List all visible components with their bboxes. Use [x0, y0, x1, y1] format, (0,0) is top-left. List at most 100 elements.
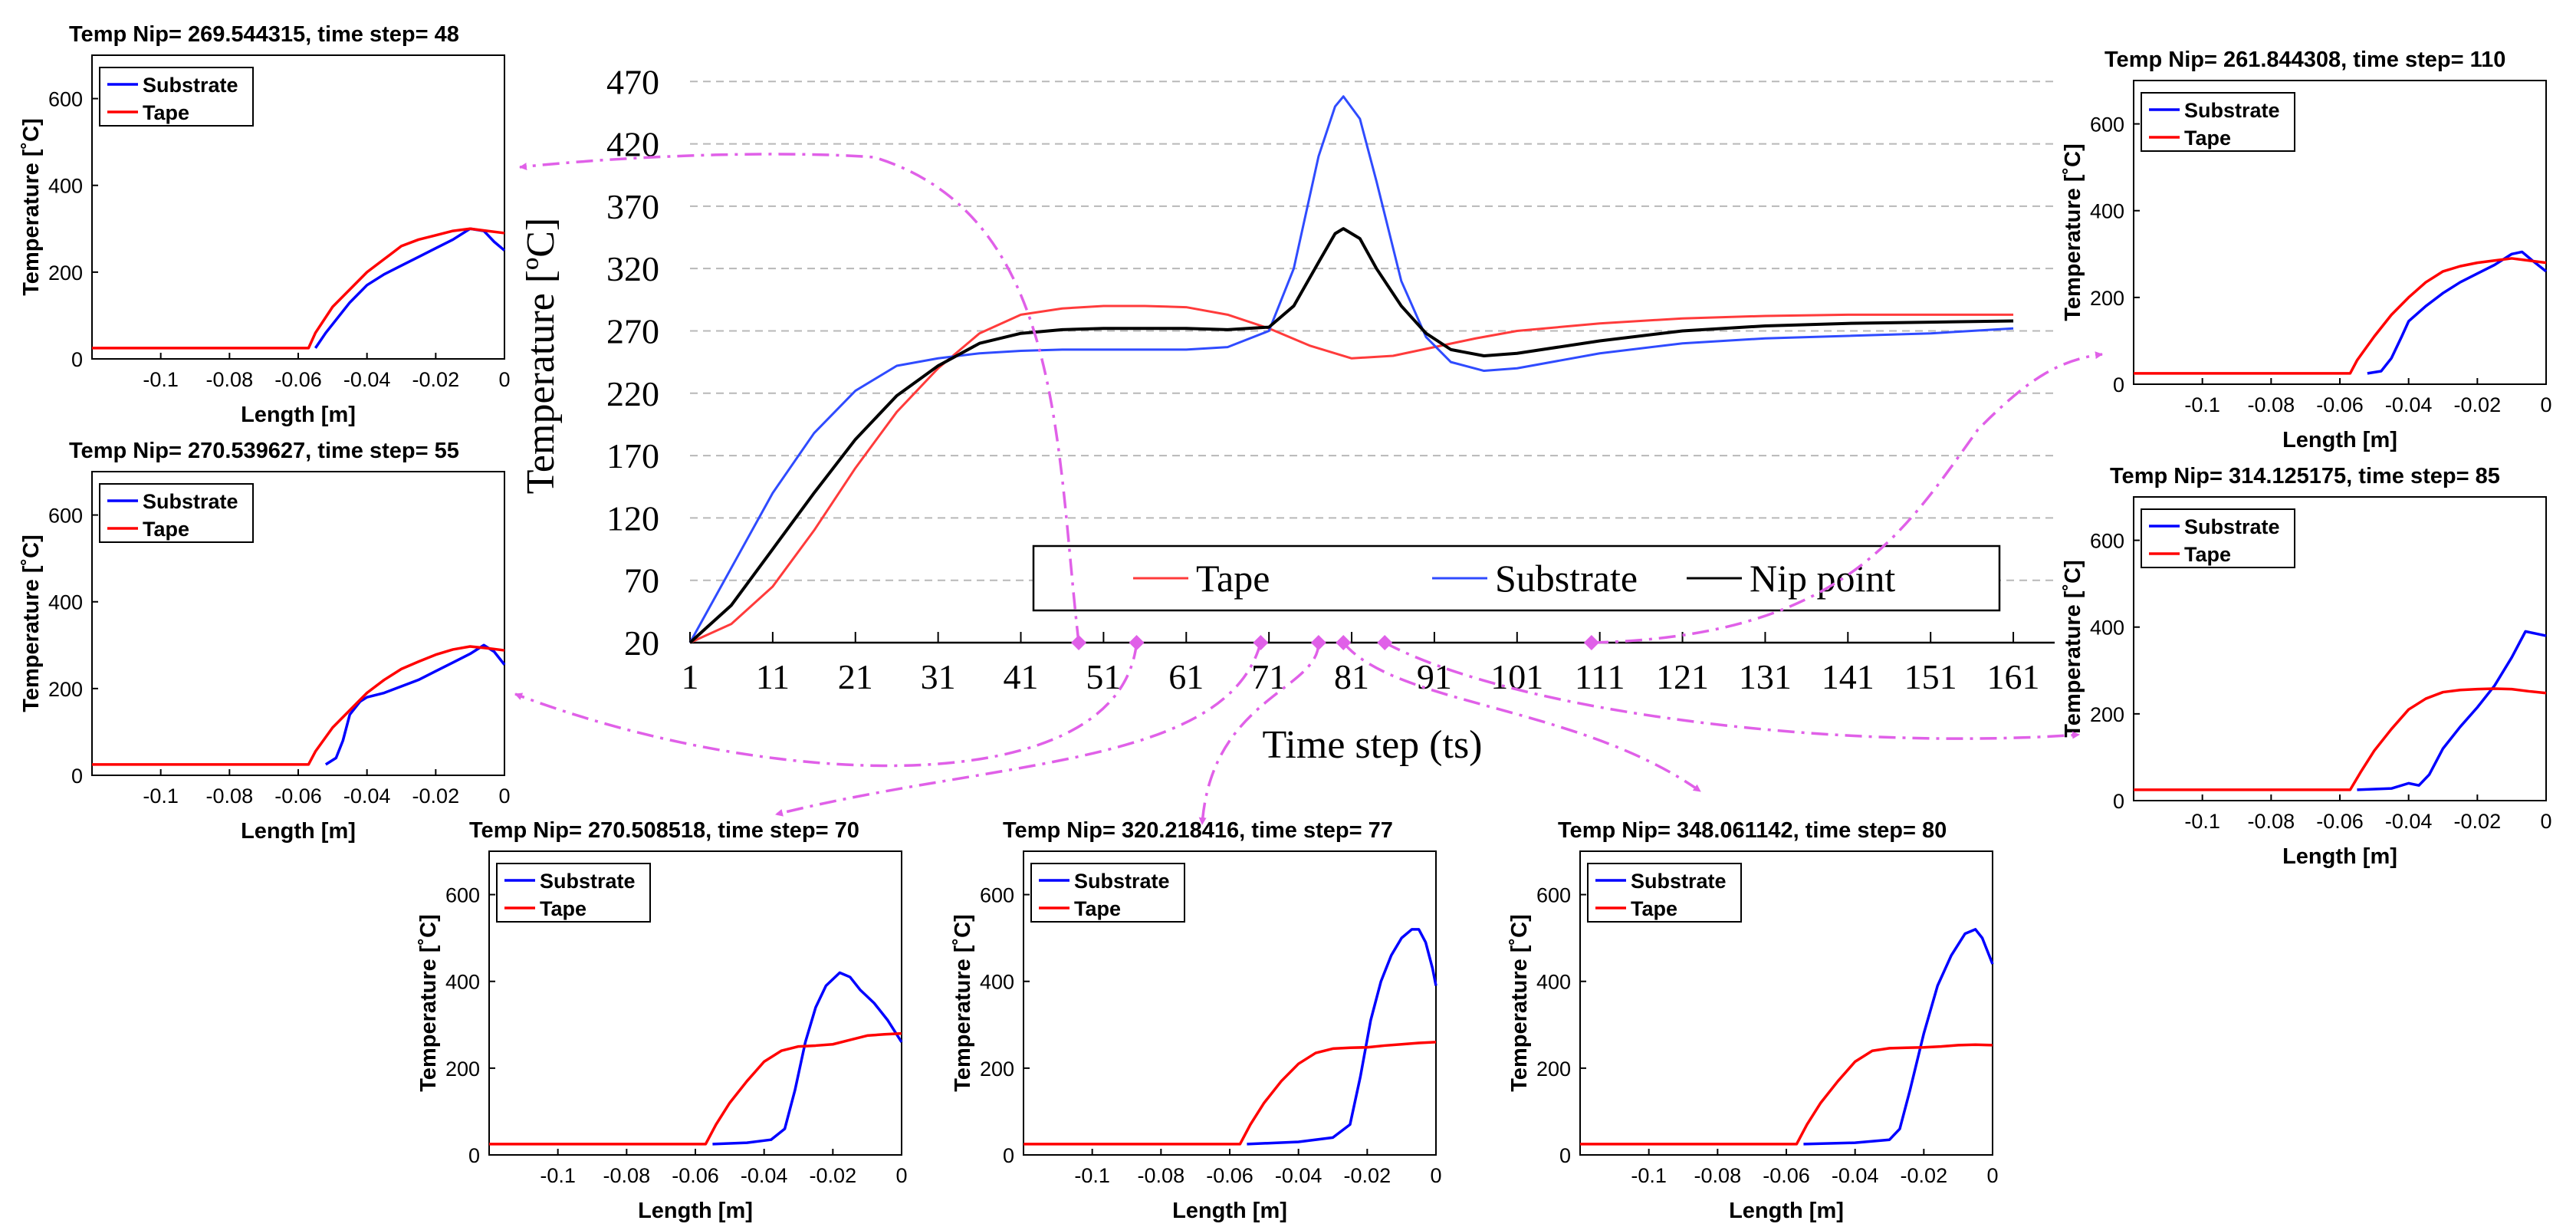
inset-x-tick-label: -0.08	[2248, 393, 2295, 416]
inset-series-tape	[2134, 687, 2547, 791]
inset-legend-label: Substrate	[540, 870, 636, 893]
inset-x-tick-label: -0.04	[343, 368, 391, 391]
inset-legend-box	[99, 483, 254, 543]
inset-legend-label: Substrate	[1074, 870, 1170, 893]
y-tick-label: 70	[624, 561, 659, 600]
inset-x-tick-label: 0	[895, 1164, 907, 1187]
inset-y-axis-label: Temperature [˚C]	[416, 914, 441, 1092]
inset-x-tick-label: -0.04	[1832, 1164, 1879, 1187]
inset-y-tick-label: 200	[48, 262, 83, 285]
inset-x-axis-label: Length [m]	[2282, 844, 2397, 869]
legend-label: Substrate	[1495, 557, 1638, 600]
inset-legend-label: Tape	[1631, 897, 1677, 920]
x-tick-label: 21	[838, 657, 873, 696]
callout-arrow	[514, 642, 1138, 768]
inset-y-tick-label: 600	[1536, 884, 1571, 907]
inset-x-tick-label: -0.04	[1275, 1164, 1322, 1187]
inset-x-tick-label: -0.06	[672, 1164, 719, 1187]
inset-legend-label: Tape	[2184, 127, 2231, 150]
callout-arrow	[775, 642, 1263, 817]
inset-legend-box	[496, 863, 651, 923]
inset-y-tick-label: 200	[1536, 1058, 1571, 1081]
callout-arrow	[1198, 642, 1320, 825]
inset-y-axis-label: Temperature [˚C]	[2061, 560, 2085, 738]
inset-y-tick-label: 0	[2113, 790, 2124, 813]
inset-title: Temp Nip= 269.544315, time step= 48	[69, 22, 459, 47]
inset-y-tick-label: 200	[445, 1058, 480, 1081]
inset-x-tick-label: -0.04	[741, 1164, 788, 1187]
x-tick-label: 131	[1739, 657, 1792, 696]
x-tick-label: 31	[921, 657, 956, 696]
y-tick-label: 470	[606, 62, 659, 101]
inset-y-tick-label: 200	[2090, 287, 2124, 310]
inset-legend-box	[1030, 863, 1185, 923]
inset-y-axis-label: Temperature [˚C]	[1507, 914, 1532, 1092]
inset-legend-label: Substrate	[1631, 870, 1727, 893]
inset-x-tick-label: -0.06	[1763, 1164, 1810, 1187]
inset-x-tick-label: -0.02	[1901, 1164, 1948, 1187]
inset-y-tick-label: 600	[2090, 530, 2124, 553]
inset-title: Temp Nip= 348.061142, time step= 80	[1558, 818, 1947, 843]
inset-x-tick-label: -0.04	[2385, 810, 2433, 833]
inset-x-tick-label: 0	[2540, 810, 2551, 833]
inset-y-tick-label: 400	[1536, 971, 1571, 994]
inset-series-substrate	[1803, 928, 1994, 1146]
inset-y-axis-label: Temperature [˚C]	[2061, 143, 2085, 321]
series-line-tape	[689, 304, 2014, 644]
x-tick-label: 61	[1168, 657, 1204, 696]
y-tick-label: 370	[606, 187, 659, 226]
inset-y-tick-label: 600	[980, 884, 1014, 907]
y-tick-label: 320	[606, 249, 659, 288]
inset-axes-box	[1023, 850, 1437, 1156]
inset-title: Temp Nip= 270.539627, time step= 55	[69, 439, 459, 463]
inset-chart-ts55: Temp Nip= 270.539627, time step= 55 0 200 4…	[19, 439, 511, 844]
callout-arrows	[514, 153, 2103, 825]
inset-series-tape	[1024, 1041, 1437, 1146]
legend-label: Nip point	[1750, 557, 1895, 600]
inset-x-tick-label: -0.1	[143, 785, 179, 808]
inset-y-tick-label: 0	[2113, 373, 2124, 396]
inset-x-axis-label: Length [m]	[241, 819, 356, 844]
inset-x-tick-label: -0.1	[1631, 1164, 1667, 1187]
inset-x-tick-label: -0.02	[2454, 393, 2502, 416]
inset-x-tick-label: -0.06	[1206, 1164, 1254, 1187]
inset-x-tick-label: 0	[1986, 1164, 1998, 1187]
inset-y-tick-label: 600	[2090, 113, 2124, 137]
inset-y-tick-label: 200	[980, 1058, 1014, 1081]
inset-y-tick-label: 0	[1003, 1144, 1014, 1167]
inset-legend-label: Tape	[540, 897, 586, 920]
inset-x-tick-label: -0.06	[274, 785, 322, 808]
x-tick-label: 81	[1334, 657, 1369, 696]
inset-y-tick-label: 0	[468, 1144, 480, 1167]
inset-legend-box	[1587, 863, 1742, 923]
inset-legend-box	[99, 67, 254, 127]
inset-x-tick-label: 0	[498, 785, 510, 808]
inset-series-tape	[1580, 1043, 1993, 1146]
inset-y-tick-label: 600	[445, 884, 480, 907]
inset-y-tick-label: 200	[2090, 703, 2124, 726]
y-tick-label: 120	[606, 498, 659, 538]
inset-y-tick-label: 600	[48, 505, 83, 528]
inset-charts: Temp Nip= 269.544315, time step= 48 0 200 4…	[19, 22, 2552, 1223]
x-tick-label: 1	[682, 657, 699, 696]
legend-box	[1032, 544, 2001, 612]
y-axis-label: Temperature [ºC]	[519, 218, 563, 494]
callout-arrow	[1591, 351, 2103, 644]
inset-x-tick-label: -0.08	[206, 785, 254, 808]
inset-y-tick-label: 400	[2090, 200, 2124, 223]
inset-legend-box	[2141, 92, 2295, 152]
inset-x-axis-label: Length [m]	[638, 1199, 753, 1223]
inset-series-tape	[92, 227, 505, 350]
inset-legend-label: Tape	[2184, 543, 2231, 566]
callout-arrow	[1342, 641, 1702, 793]
inset-legend-label: Tape	[143, 518, 189, 541]
inset-y-tick-label: 600	[48, 88, 83, 111]
inset-y-tick-label: 0	[71, 765, 83, 788]
inset-y-tick-label: 200	[48, 678, 83, 701]
inset-title: Temp Nip= 320.218416, time step= 77	[1003, 818, 1393, 843]
inset-x-tick-label: -0.02	[2454, 810, 2502, 833]
inset-legend-label: Substrate	[143, 74, 238, 97]
inset-x-tick-label: 0	[498, 368, 510, 391]
inset-x-tick-label: -0.08	[2248, 810, 2295, 833]
